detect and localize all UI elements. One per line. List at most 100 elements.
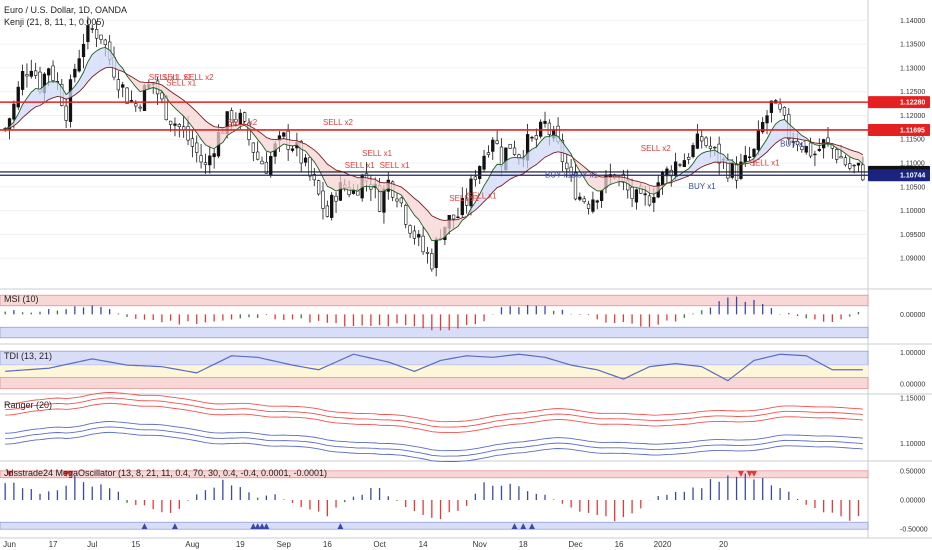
candle-body [652,197,656,203]
candle-body [168,120,173,125]
up-marker [263,523,270,530]
candle-body [164,95,168,121]
level-tag [868,96,930,109]
candle-body [586,203,591,209]
candle-body [456,216,460,219]
candle-body [804,145,808,153]
signal-label: SELL x1 [449,194,479,203]
candle-body [51,65,55,81]
price-tick-label: 1.09500 [900,232,925,239]
candle-body [417,234,421,238]
kenji-cloud-segment [48,81,54,100]
signal-label: BUY x1 [545,170,573,179]
kenji-cloud-segment [375,179,380,192]
kenji-cloud-segment [714,150,720,163]
price-tick-label: 1.12500 [900,89,925,96]
candle-body [134,103,138,107]
kenji-cloud-segment [801,135,807,141]
kenji-cloud-segment [266,137,271,153]
kenji-cloud-segment [762,138,768,156]
kenji-cloud-segment [331,166,337,192]
signal-label: SELL x2 [641,144,671,153]
candle-body [700,136,704,142]
kenji-cloud-segment [296,140,302,150]
candle-body [747,156,752,158]
kenji-cloud-segment [105,47,110,68]
date-label: 19 [236,540,245,549]
kenji-cloud-segment [327,164,332,189]
candle-body [47,68,51,76]
kenji-cloud-segment [87,54,93,82]
candle-body [195,142,199,153]
down-marker [746,470,753,477]
up-marker [254,523,261,530]
candle-body [203,162,208,165]
candle-body [482,155,486,170]
candle-body [68,79,73,122]
ranger-line [5,391,863,423]
kenji-cloud-segment [849,149,855,159]
up-marker [141,523,148,530]
ranger-line [5,421,863,452]
price-tick-label: 1.13500 [900,42,925,49]
candle-body [208,155,212,166]
price-tick-label: 1.12000 [900,113,925,120]
band [0,365,868,378]
candle-body [421,235,425,253]
tdi-line [5,353,863,382]
level-tag-label: 1.10744 [900,173,925,180]
kenji-cloud-segment [183,100,189,122]
kenji-cloud-segment [344,172,350,191]
kenji-cloud-segment [118,63,123,72]
candle-body [765,115,769,124]
candle-body [451,214,456,220]
kenji-cloud-segment [723,154,728,164]
kenji-slow-line [5,66,864,221]
down-marker [67,470,74,477]
candle-body [256,151,260,160]
candle-body [382,188,386,213]
candle-body [534,135,538,140]
kenji-cloud-segment [479,185,485,207]
kenji-cloud-segment [523,152,528,174]
candle-body [591,199,595,212]
candle-body [99,34,103,40]
level-tag [868,123,930,136]
kenji-cloud-segment [18,104,23,123]
kenji-cloud-segment [83,61,88,88]
candle-body [508,143,512,149]
candle-body [260,160,264,165]
candle-body [826,137,830,143]
down-marker [737,470,744,477]
candle-body [791,141,795,143]
kenji-cloud-segment [436,217,441,241]
kenji-cloud-segment [253,127,258,140]
candle-body [404,205,408,225]
kenji-cloud-segment [205,120,210,148]
candle-body [743,155,747,163]
kenji-cloud-segment [57,81,62,98]
kenji-cloud-segment [693,156,698,174]
candle-body [756,129,760,151]
kenji-cloud-segment [288,139,293,146]
kenji-cloud-segment [405,190,411,209]
candle-body [160,92,164,100]
kenji-cloud-segment [841,146,846,154]
kenji-cloud-segment [362,177,367,188]
kenji-cloud-segment [854,151,859,160]
kenji-cloud-segment [305,144,310,157]
date-label: 15 [131,540,140,549]
ranger-line [5,426,863,457]
signal-label: SELL x1 [345,161,375,170]
kenji-cloud-segment [188,103,193,128]
kenji-cloud-segment [96,48,101,74]
kenji-cloud-segment [697,153,702,170]
price-tick-label: 1.11500 [900,137,925,144]
candle-body [630,186,634,199]
kenji-cloud-segment [614,176,620,184]
kenji-cloud-segment [292,140,297,146]
candle-body [778,103,782,110]
band [0,326,869,339]
candle-body [752,148,756,157]
